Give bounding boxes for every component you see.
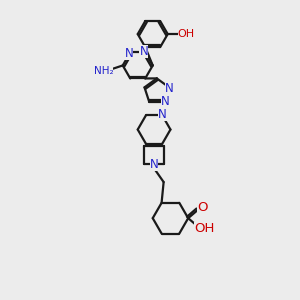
Text: OH: OH xyxy=(178,29,195,39)
Text: N: N xyxy=(165,82,173,94)
Text: N: N xyxy=(124,46,133,60)
Text: OH: OH xyxy=(194,222,214,235)
Text: N: N xyxy=(158,108,167,121)
Text: NH₂: NH₂ xyxy=(94,66,113,76)
Text: N: N xyxy=(150,158,158,171)
Text: N: N xyxy=(140,45,148,58)
Text: N: N xyxy=(161,95,170,108)
Text: O: O xyxy=(197,202,208,214)
